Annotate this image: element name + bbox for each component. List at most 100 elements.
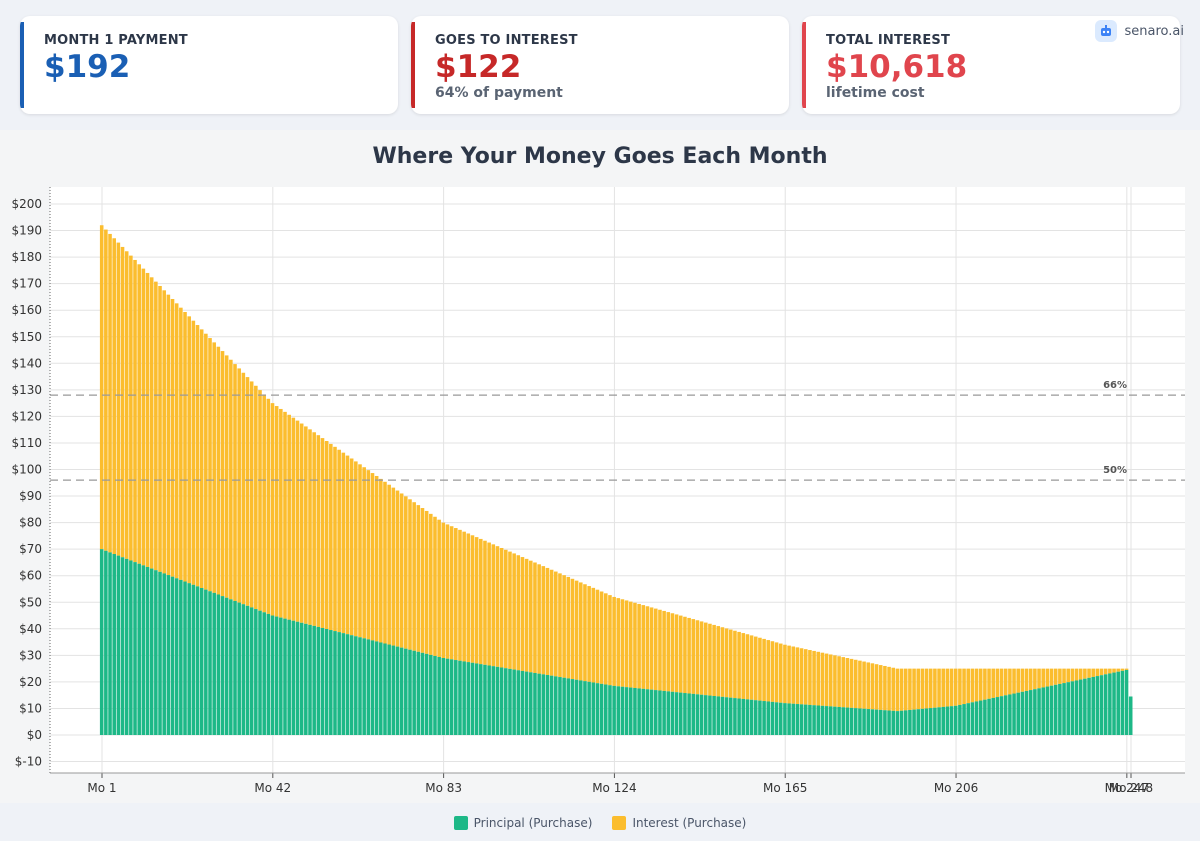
interest-bar: [1008, 668, 1012, 695]
principal-bar: [749, 699, 754, 735]
interest-bar: [474, 537, 479, 664]
principal-bar: [191, 584, 196, 735]
interest-bar: [520, 557, 525, 671]
principal-bar: [674, 692, 679, 735]
interest-bar: [787, 645, 791, 704]
interest-bar: [499, 547, 504, 668]
y-tick-label: $-10: [15, 755, 42, 769]
interest-bar: [399, 493, 404, 648]
interest-bar: [504, 549, 508, 669]
principal-bar: [1120, 670, 1125, 735]
principal-bar: [141, 565, 146, 735]
interest-bar: [595, 589, 600, 684]
interest-bar: [1070, 668, 1075, 682]
interest-bar: [974, 668, 979, 702]
legend-item-principal[interactable]: Principal (Purchase): [453, 816, 592, 830]
bars-layer: [99, 225, 1133, 735]
chart-legend: Principal (Purchase) Interest (Purchase): [0, 816, 1200, 830]
chart-title: Where Your Money Goes Each Month: [372, 144, 828, 169]
principal-bar: [670, 691, 675, 735]
principal-bar: [999, 696, 1004, 735]
principal-bar: [953, 705, 958, 735]
interest-bar: [133, 259, 137, 563]
principal-bar: [412, 650, 416, 735]
interest-bar: [849, 658, 854, 708]
principal-bar: [291, 620, 296, 735]
principal-bar: [229, 599, 233, 735]
interest-bar: [537, 564, 541, 674]
interest-bar: [124, 251, 129, 559]
interest-bar: [795, 647, 800, 705]
interest-bar: [1116, 668, 1120, 672]
principal-bar: [958, 704, 962, 735]
principal-bar: [1099, 675, 1104, 735]
interest-bar: [179, 307, 183, 580]
interest-bar: [841, 657, 846, 708]
principal-bar: [249, 607, 254, 735]
interest-bar: [279, 408, 283, 618]
interest-bar: [870, 663, 875, 710]
principal-bar: [995, 697, 1000, 735]
legend-item-interest[interactable]: Interest (Purchase): [612, 816, 746, 830]
principal-bar: [158, 571, 162, 735]
principal-bar: [887, 710, 891, 735]
principal-bar: [970, 702, 975, 735]
x-tick-label: Mo 83: [425, 781, 462, 795]
interest-bar: [412, 502, 416, 651]
principal-bar: [204, 589, 208, 735]
interest-bar: [1103, 668, 1108, 675]
principal-bar: [841, 707, 846, 735]
principal-bar: [524, 671, 529, 735]
interest-bar: [245, 377, 250, 606]
principal-bar: [928, 708, 933, 735]
principal-bar: [1116, 671, 1120, 735]
interest-bar: [154, 281, 158, 571]
principal-bar: [1070, 681, 1075, 735]
principal-bar: [454, 660, 458, 735]
interest-bar: [545, 567, 550, 676]
principal-bar: [737, 698, 741, 735]
principal-bar: [695, 694, 700, 735]
interest-bar: [599, 591, 604, 684]
principal-bar: [733, 698, 737, 735]
interest-bar: [424, 510, 429, 654]
principal-bar: [508, 668, 512, 735]
interest-bar: [433, 516, 437, 656]
brand-badge[interactable]: senaro.ai: [1094, 19, 1184, 43]
principal-bar: [241, 604, 246, 735]
principal-bar: [299, 622, 304, 735]
principal-bar: [787, 703, 791, 735]
principal-bar: [316, 626, 321, 735]
principal-bar: [579, 680, 583, 735]
principal-bar: [941, 706, 946, 735]
principal-bar: [274, 616, 279, 735]
interest-bar: [858, 660, 862, 709]
interest-bar: [620, 599, 625, 687]
principal-bar: [295, 621, 300, 735]
principal-bar: [566, 678, 571, 735]
interest-bar: [978, 668, 983, 701]
interest-bar: [933, 668, 937, 708]
principal-bar: [587, 681, 591, 735]
principal-bar: [504, 668, 508, 735]
card-goes-to-interest: GOES TO INTEREST $122 64% of payment: [411, 16, 789, 114]
interest-bar: [1095, 668, 1100, 677]
interest-bar: [645, 606, 650, 690]
interest-bar: [445, 524, 450, 659]
interest-bar: [512, 553, 516, 670]
interest-bar: [524, 558, 529, 672]
interest-bar: [441, 522, 446, 659]
interest-bar: [1041, 668, 1045, 688]
interest-bar: [562, 575, 566, 678]
y-tick-label: $60: [19, 569, 42, 583]
principal-bar: [908, 709, 912, 735]
interest-bar: [449, 526, 454, 660]
principal-bar: [387, 644, 391, 735]
x-tick-label: Mo 165: [763, 781, 807, 795]
principal-bar: [599, 683, 604, 735]
principal-bar: [416, 651, 421, 735]
principal-bar: [1045, 686, 1050, 735]
principal-bar: [1124, 669, 1129, 735]
principal-bar: [812, 705, 816, 735]
